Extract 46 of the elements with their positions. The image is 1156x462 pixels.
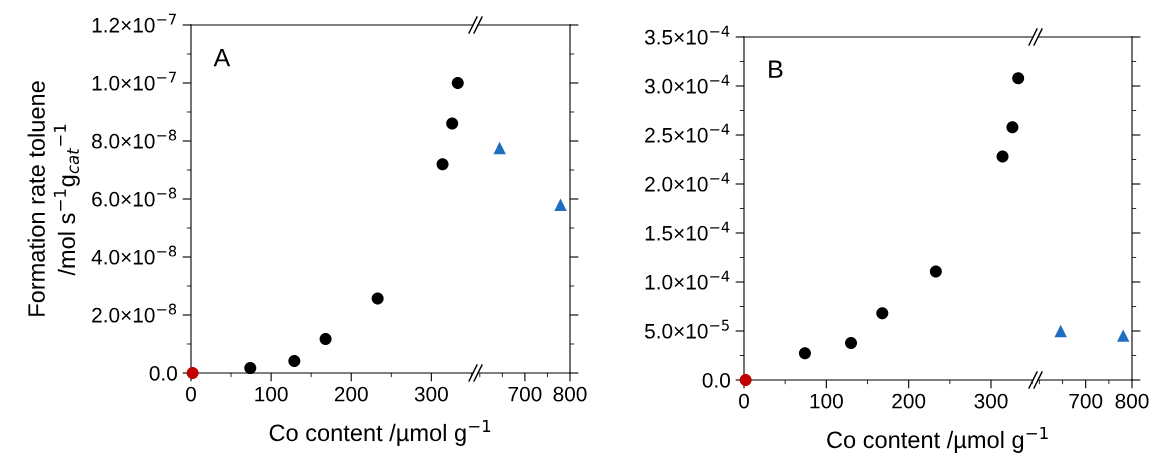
x-tick-label: 200	[892, 393, 926, 409]
x-axis-title: Co content /µmol g$^{−1}$	[827, 426, 1048, 453]
x-tick-label: 700	[508, 386, 542, 402]
point	[996, 150, 1009, 163]
y-tick-label: 1.0×10$^{−4}$	[645, 270, 730, 290]
y-tick-label: 1.2×10$^{−7}$	[92, 13, 176, 33]
point	[798, 347, 811, 360]
point	[451, 76, 464, 90]
x-tick-label: 200	[334, 386, 368, 402]
y-tick-label: 1.5×10$^{−4}$	[645, 221, 730, 241]
x-tick-label: 300	[414, 386, 448, 402]
point	[436, 158, 449, 171]
point	[845, 336, 858, 349]
point	[319, 333, 332, 346]
point	[1006, 121, 1019, 134]
y-tick-label: 2.0×10$^{−4}$	[645, 172, 730, 192]
annotation: B	[769, 60, 783, 78]
y-tick-label: 0.0	[149, 366, 177, 381]
x-tick-label: 700	[1069, 393, 1103, 409]
x-tick-label: 100	[255, 386, 288, 402]
point	[446, 117, 459, 130]
point	[371, 292, 384, 305]
y-tick-label: 5.0×10$^{−5}$	[644, 319, 729, 339]
y-tick-label: 3.5×10$^{−4}$	[644, 25, 730, 45]
y-tick-label: 2.0×10$^{−8}$	[92, 303, 177, 323]
y-tick-label: 8.0×10$^{−8}$	[92, 129, 177, 149]
y-tick-label: 6.0×10$^{−8}$	[92, 187, 177, 207]
point	[929, 265, 942, 278]
x-tick-label: 100	[810, 393, 843, 409]
y-tick-label: 0.0	[702, 373, 730, 388]
y-tick-label: 3.0×10$^{−4}$	[644, 74, 730, 94]
x-tick-label: 800	[553, 386, 587, 402]
y-axis-title: Formation rate toluene /mol s$^{−1}$g$_{cat}$$^{−1}$	[27, 81, 80, 316]
y-tick-label: 1.0×10$^{−7}$	[92, 71, 176, 91]
y-tick-label: 4.0×10$^{−8}$	[91, 245, 177, 265]
annotation: A	[213, 49, 231, 67]
x-tick-label: 300	[974, 393, 1008, 409]
point	[876, 307, 889, 320]
x-tick-label: 0	[186, 386, 196, 402]
x-tick-label: 0	[739, 393, 749, 409]
point	[244, 362, 257, 375]
y-tick-label: 2.5×10$^{−4}$	[645, 123, 730, 143]
point	[1012, 72, 1025, 85]
point	[288, 355, 301, 368]
x-tick-label: 800	[1115, 393, 1149, 409]
x-axis-title: Co content /µmol g$^{−1}$	[269, 419, 491, 446]
